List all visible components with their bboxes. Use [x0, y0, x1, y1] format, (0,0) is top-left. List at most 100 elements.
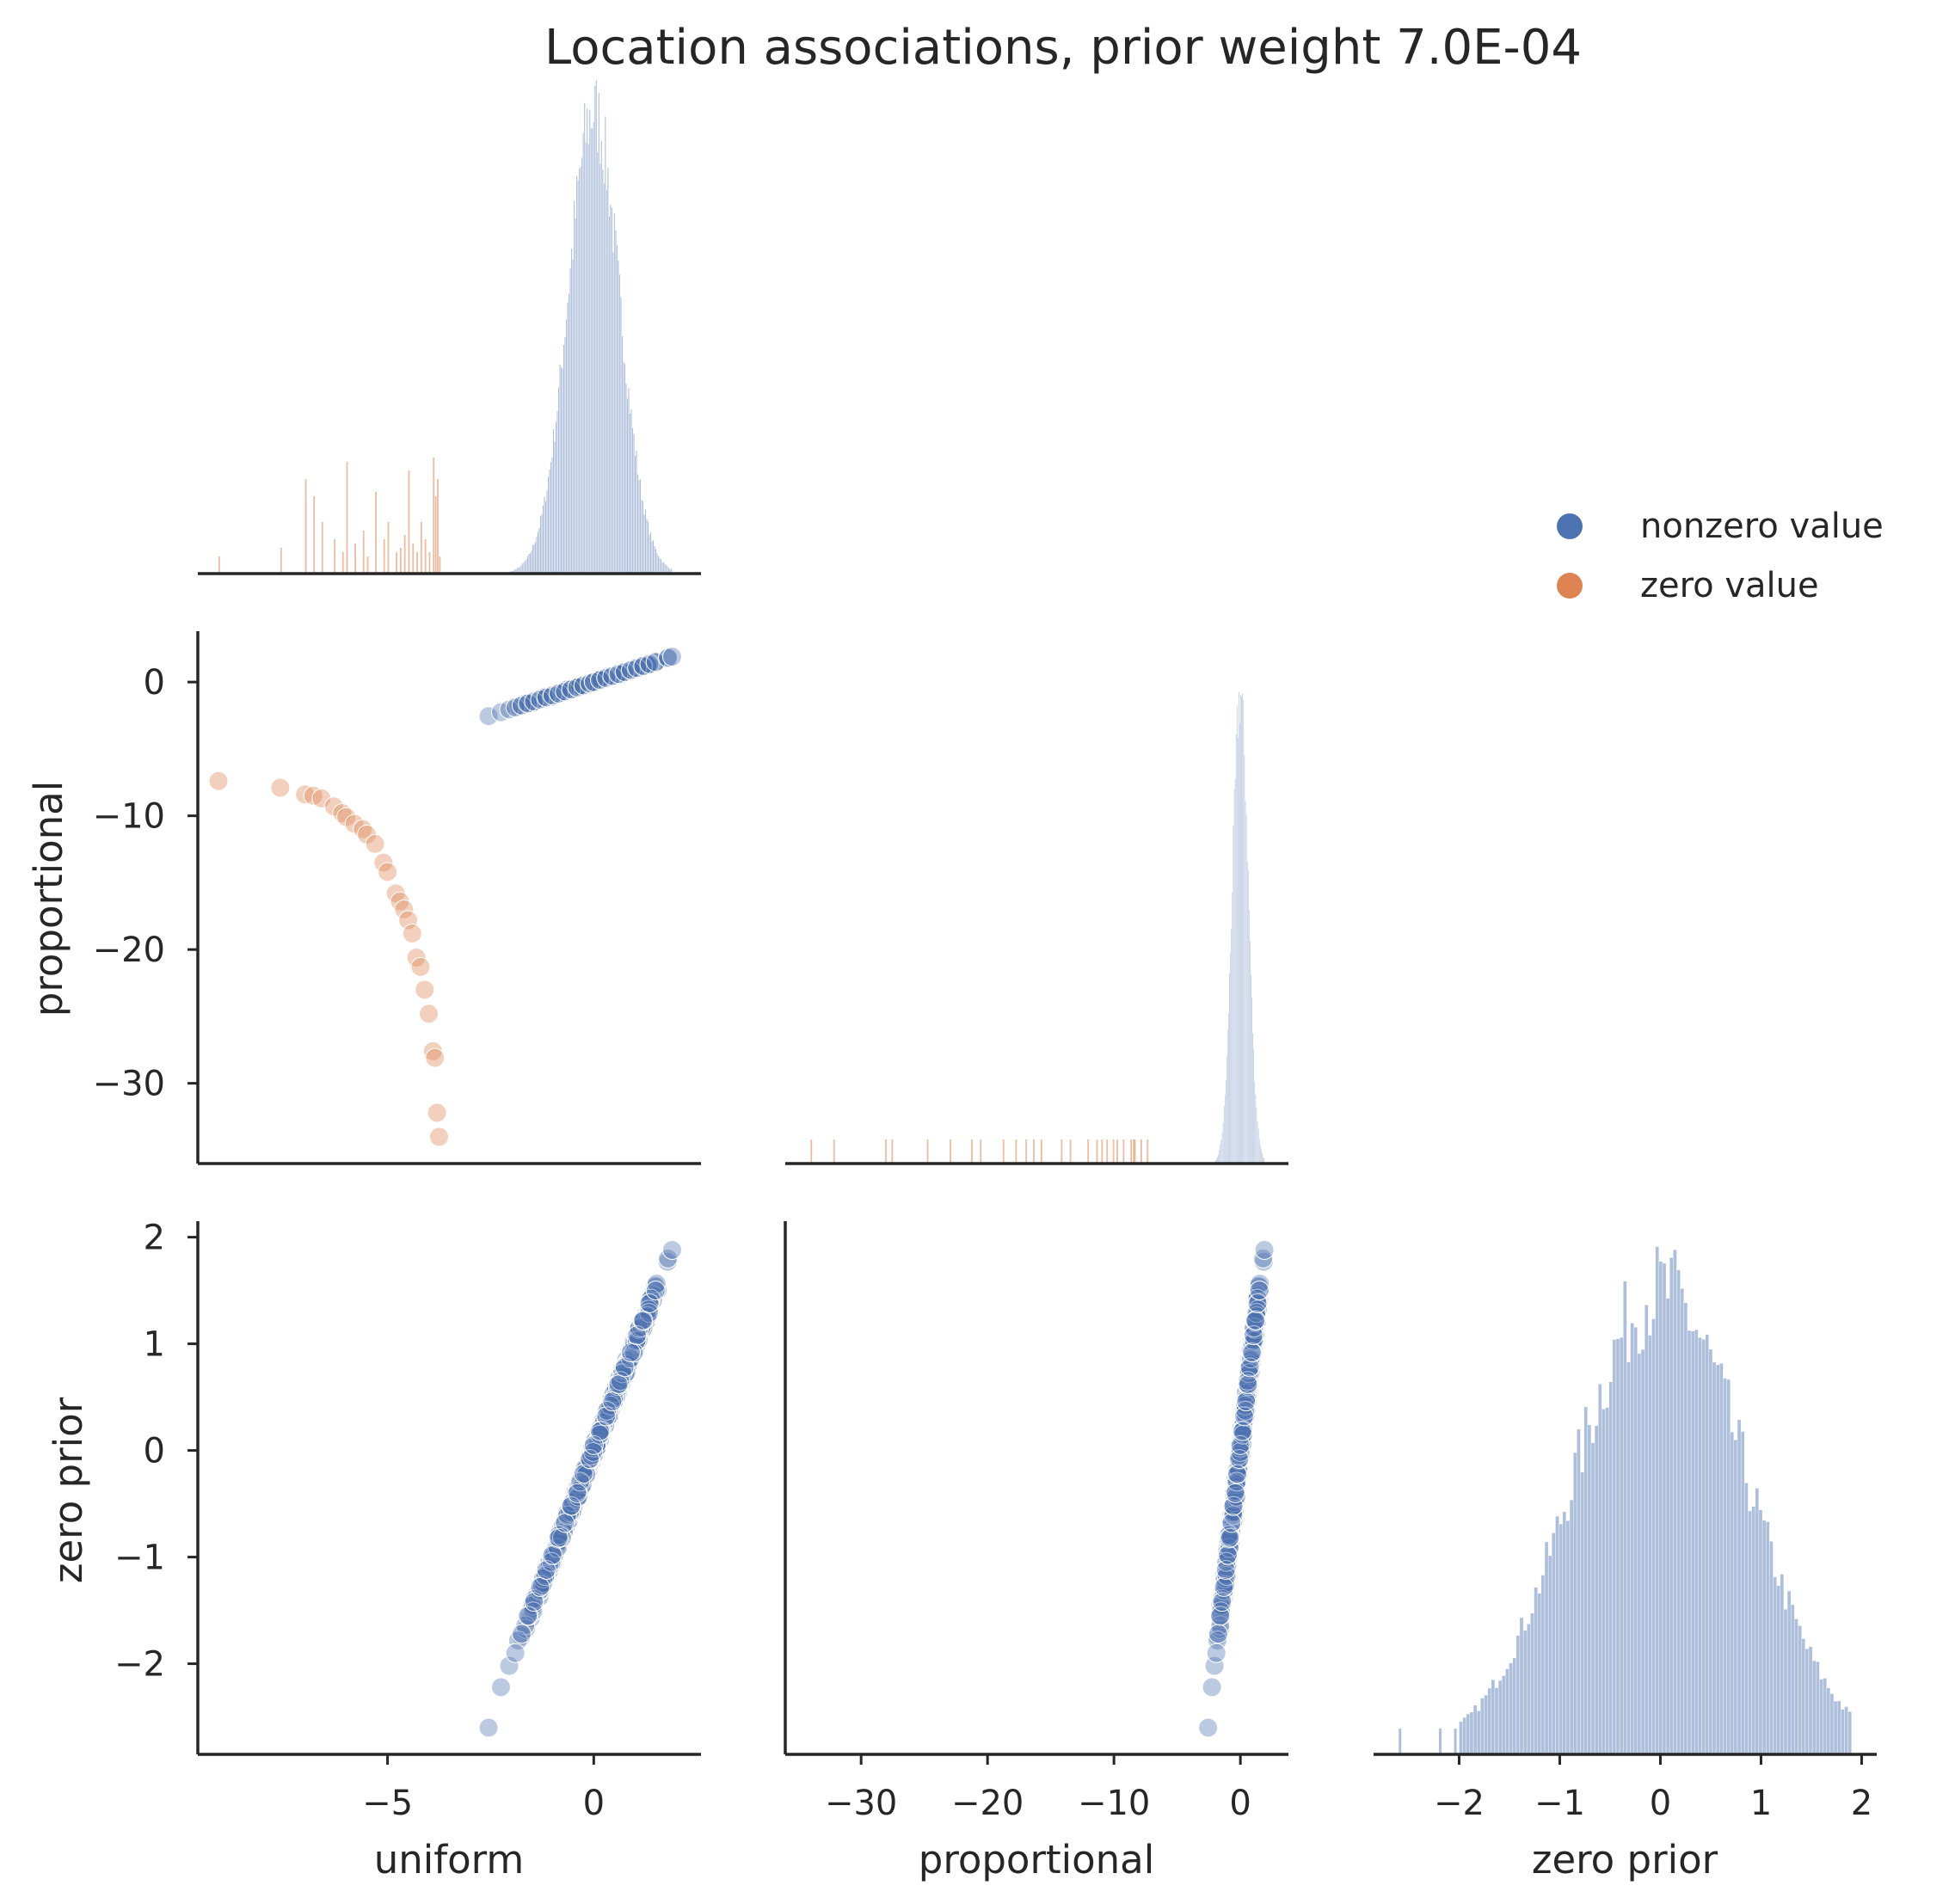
histogram-bar-nonzero	[567, 302, 569, 574]
histogram-bar-nonzero	[606, 189, 608, 574]
histogram-bar	[1673, 1249, 1677, 1755]
histogram-bar-nonzero	[660, 558, 662, 574]
histogram-bar	[1794, 1618, 1798, 1755]
scatter-points-proportional-zero-prior	[1198, 1239, 1275, 1738]
histogram-bar	[1791, 1604, 1795, 1755]
histogram-bar-nonzero	[654, 545, 656, 574]
histogram-bar-nonzero	[549, 469, 550, 574]
x-tick-label: −5	[362, 1784, 413, 1823]
histogram-bar-nonzero	[661, 562, 664, 574]
scatter-point-nonzero	[511, 1624, 532, 1644]
scatter-point-nonzero	[478, 1717, 499, 1738]
histogram-bar	[1748, 1510, 1752, 1755]
histogram-bar-nonzero	[522, 562, 525, 574]
histogram-bar	[1494, 1687, 1499, 1755]
histogram-bar-nonzero	[538, 527, 540, 574]
scatter-point-zero	[410, 956, 431, 977]
histogram-bar-zero	[416, 552, 418, 574]
histogram-bar	[1519, 1617, 1524, 1755]
histogram-bar-zero	[1060, 1139, 1063, 1164]
histogram-bar	[1655, 1246, 1659, 1755]
histogram-bar-zero	[280, 548, 282, 574]
scatter-point-zero	[208, 771, 229, 791]
scatter-point-nonzero	[608, 1374, 629, 1395]
histogram-bar-nonzero	[552, 428, 555, 574]
histogram-bar-nonzero	[572, 259, 575, 574]
histogram-bar-nonzero	[525, 559, 527, 574]
histogram-bar-zero	[218, 556, 220, 574]
histogram-bar-zero	[366, 556, 369, 574]
histogram-bar	[1534, 1587, 1538, 1755]
histogram-bar-nonzero	[570, 248, 573, 574]
histogram-bar	[1637, 1353, 1642, 1755]
histogram-bar	[1669, 1257, 1674, 1755]
histogram-bar	[1765, 1521, 1770, 1755]
histogram-bar-nonzero	[527, 553, 530, 574]
histogram-bar-zero	[1112, 1139, 1115, 1164]
histogram-bar	[1615, 1338, 1620, 1755]
histogram-bar	[1633, 1327, 1638, 1755]
x-tick-label: 0	[1229, 1784, 1251, 1823]
histogram-bar-nonzero	[611, 207, 613, 574]
histogram-bar-nonzero	[609, 204, 612, 574]
histogram-bar-zero	[1025, 1139, 1028, 1164]
x-tick-label: −30	[825, 1784, 897, 1823]
histogram-bar-zero	[434, 496, 437, 574]
histogram-bar-nonzero	[606, 167, 609, 574]
histogram-bar-nonzero	[624, 363, 626, 574]
histogram-bar-nonzero	[559, 364, 562, 574]
histogram-bar	[1690, 1330, 1695, 1755]
histogram-bar-nonzero	[575, 218, 577, 574]
histogram-bar-nonzero	[557, 387, 560, 574]
histogram-bar	[1459, 1721, 1463, 1755]
histogram-bar-nonzero	[621, 335, 624, 574]
histogram-bar-nonzero	[649, 531, 652, 574]
histogram-bar-nonzero	[627, 387, 630, 574]
histogram-bar	[1780, 1574, 1785, 1755]
histogram-bar-zero	[1002, 1139, 1005, 1164]
histogram-bar-nonzero	[617, 260, 619, 574]
histogram-bar-nonzero	[593, 85, 596, 574]
histogram-bar	[1733, 1440, 1738, 1755]
histogram-bar-nonzero	[539, 515, 542, 574]
histogram-bar-nonzero	[554, 441, 556, 574]
histogram-bar-zero	[1133, 1139, 1135, 1164]
histogram-bar-nonzero	[591, 127, 593, 574]
histogram-bar-zero	[980, 1139, 982, 1164]
histogram-bar	[1480, 1698, 1485, 1755]
histogram-bar-nonzero	[593, 121, 595, 574]
histogram-bar-zero	[313, 496, 316, 574]
histogram-bar	[1676, 1269, 1681, 1755]
histogram-bar	[1798, 1625, 1802, 1755]
histogram-bar-nonzero	[550, 461, 552, 574]
histogram-bar	[1540, 1575, 1546, 1755]
histogram-bar	[1776, 1585, 1780, 1755]
scatter-point-nonzero	[1214, 1576, 1234, 1597]
scatter-point-nonzero	[1202, 1677, 1222, 1698]
panel-uniform-vs-zero-prior	[196, 1221, 701, 1756]
histogram-bar	[1847, 1711, 1852, 1755]
histogram-bar	[1602, 1409, 1606, 1755]
histogram-bar	[1537, 1593, 1542, 1755]
histogram-bar	[1399, 1729, 1402, 1754]
histogram-bar	[1819, 1679, 1823, 1755]
histogram-bar	[1626, 1361, 1631, 1755]
histogram-bar-zero	[1096, 1139, 1098, 1164]
histogram-bar-nonzero	[526, 556, 529, 574]
histogram-bar-nonzero	[535, 537, 538, 574]
x-tick-label: 2	[1851, 1784, 1872, 1823]
x-tick-label: 1	[1750, 1784, 1772, 1823]
scatter-point-nonzero	[657, 647, 678, 667]
histogram-bar-nonzero	[556, 410, 559, 574]
histogram-bar	[1698, 1337, 1702, 1755]
scatter-point-nonzero	[620, 1342, 641, 1363]
scatter-point-nonzero	[661, 647, 682, 667]
histogram-bar-zero	[1040, 1139, 1042, 1164]
histogram-bar-nonzero	[586, 107, 588, 574]
histogram-bar-zero	[304, 479, 307, 574]
histogram-bar-nonzero	[630, 408, 632, 574]
histogram-bar-zero	[833, 1139, 835, 1164]
histogram-bar-nonzero	[662, 562, 665, 574]
histogram-bar-nonzero	[624, 383, 627, 574]
histogram-bar-zero	[1106, 1139, 1109, 1164]
